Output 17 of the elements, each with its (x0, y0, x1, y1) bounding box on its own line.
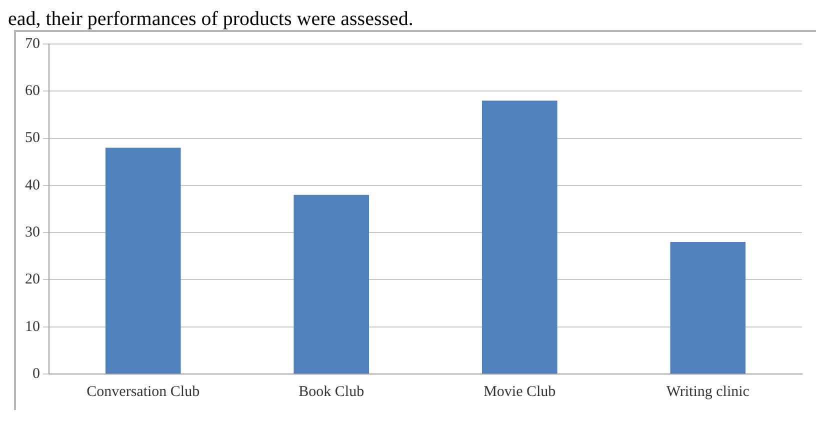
text: ead, their performances of products were assessed. (8, 8, 414, 30)
y-tick-label: 50 (25, 130, 40, 146)
x-tick-label: Movie Club (484, 384, 556, 400)
y-tick-label: 10 (25, 318, 40, 335)
x-tick-label: Conversation Club (86, 384, 200, 400)
x-tick-label: Book Club (298, 384, 364, 400)
y-tick-label: 60 (25, 83, 40, 100)
bar (105, 148, 181, 374)
y-tick-label: 70 (25, 36, 40, 52)
y-tick-label: 0 (32, 366, 40, 382)
y-tick-label: 20 (25, 272, 40, 288)
y-tick-label: 40 (25, 177, 40, 194)
bar (294, 194, 370, 374)
x-tick-label: Writing clinic (666, 384, 750, 400)
y-tick-label: 30 (25, 224, 40, 241)
bar (482, 100, 558, 374)
bar (670, 242, 746, 374)
